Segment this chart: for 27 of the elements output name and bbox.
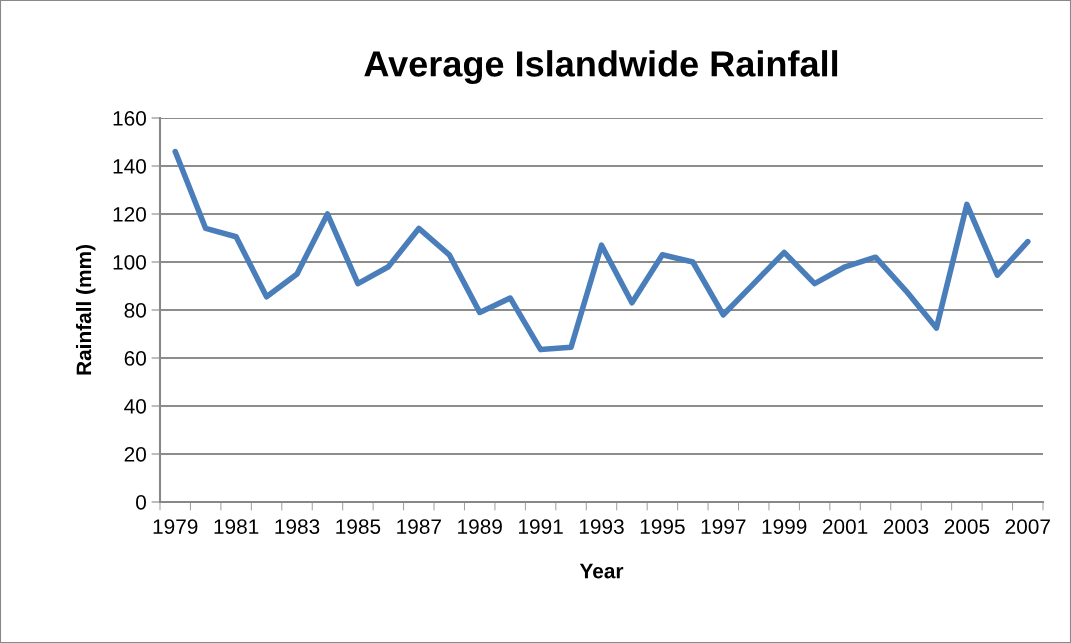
y-axis-title: Rainfall (mm) <box>75 245 96 375</box>
x-tick-label: 1999 <box>762 519 807 534</box>
x-tick-label: 1985 <box>336 519 381 534</box>
x-tick-label: 1987 <box>397 519 441 534</box>
y-tick-label: 140 <box>113 159 146 174</box>
x-tick-label: 2003 <box>883 519 929 534</box>
y-tick-label: 120 <box>113 207 146 222</box>
x-tick-label: 1981 <box>214 519 259 534</box>
x-tick-label: 1989 <box>458 519 502 534</box>
x-tick-label: 2001 <box>822 519 868 534</box>
x-tick-label: 1991 <box>519 519 563 534</box>
x-tick-label: 1993 <box>579 519 624 534</box>
x-tick-label: 2007 <box>1005 519 1050 534</box>
y-tick-label: 20 <box>124 447 146 462</box>
y-tick-label: 60 <box>124 351 146 366</box>
y-tick-label: 100 <box>113 255 146 270</box>
y-tick-label: 160 <box>113 111 146 126</box>
x-tick-label: 1995 <box>640 519 685 534</box>
x-tick-label: 2005 <box>944 519 990 534</box>
y-tick-label: 80 <box>124 303 146 318</box>
y-tick-label: 0 <box>136 495 146 510</box>
chart-title: Average Islandwide Rainfall <box>364 50 838 84</box>
x-tick-label: 1983 <box>275 519 320 534</box>
x-axis-title: Year <box>579 563 624 579</box>
x-tick-label: 1997 <box>701 519 746 534</box>
x-tick-label: 1979 <box>153 519 198 534</box>
y-tick-label: 40 <box>124 399 146 414</box>
